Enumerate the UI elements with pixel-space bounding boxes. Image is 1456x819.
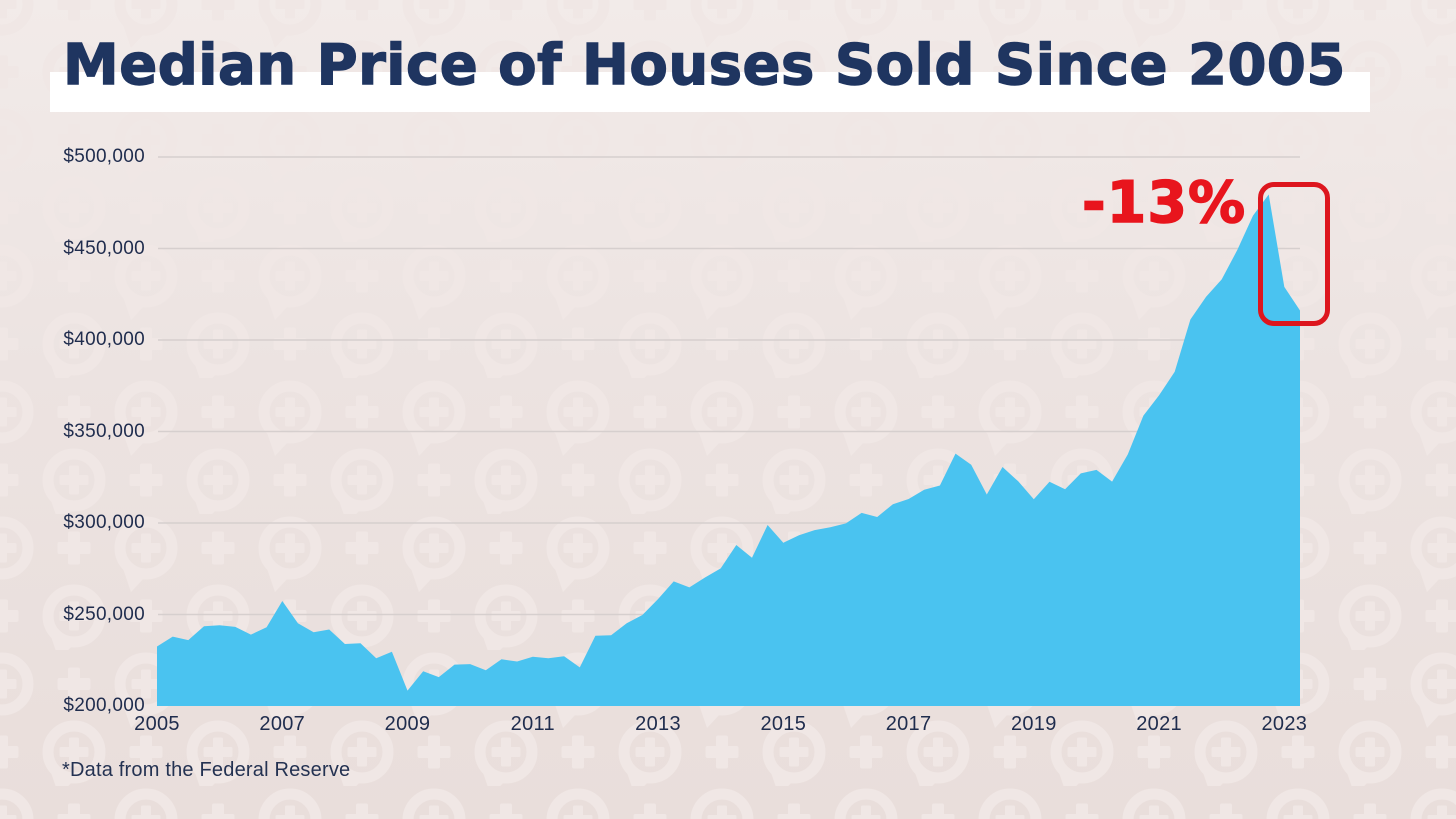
x-tick-label: 2021 [1136, 713, 1182, 735]
x-tick-label: 2005 [134, 713, 180, 735]
y-tick-label: $200,000 [63, 695, 145, 716]
y-tick-label: $250,000 [63, 603, 145, 625]
y-tick-label: $450,000 [63, 237, 145, 259]
x-tick-label: 2019 [1010, 713, 1057, 735]
percent-change-annotation: -13% [1081, 169, 1247, 237]
peak-drop-highlight-box [1258, 182, 1330, 326]
x-tick-label: 2009 [384, 713, 431, 735]
title-background-strip [50, 72, 1370, 112]
data-source-footnote: *Data from the Federal Reserve [62, 759, 351, 781]
y-tick-label: $300,000 [63, 512, 145, 533]
x-tick-label: 2015 [760, 713, 807, 735]
page-title: Median Price of Houses Sold Since 2005 [62, 32, 1346, 98]
y-tick-label: $350,000 [63, 420, 145, 442]
x-tick-label: 2023 [1261, 713, 1308, 735]
x-tick-label: 2011 [510, 713, 555, 735]
x-tick-label: 2013 [635, 713, 681, 735]
y-tick-label: $500,000 [63, 146, 145, 167]
price-area-series [157, 194, 1300, 706]
y-tick-label: $400,000 [63, 329, 145, 350]
x-tick-label: 2017 [885, 713, 932, 735]
x-tick-label: 2007 [259, 713, 306, 735]
